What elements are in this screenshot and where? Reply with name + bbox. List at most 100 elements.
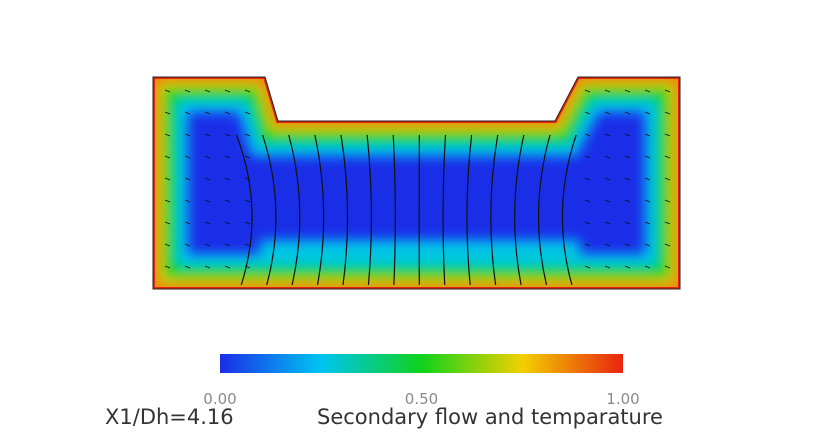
flow-vector: [184, 111, 191, 115]
flow-vector: [224, 177, 231, 181]
flow-vector: [244, 177, 251, 181]
colorbar-tick-label: 1.00: [606, 390, 639, 408]
flow-vector: [604, 265, 611, 269]
flow-vector: [624, 199, 631, 203]
flow-vector: [561, 134, 577, 286]
flow-vector: [624, 89, 631, 93]
flow-vector: [184, 265, 191, 269]
flow-vectors: [164, 89, 671, 286]
flow-vector: [184, 155, 191, 159]
colorbar: [220, 354, 623, 373]
title: Secondary flow and temparature: [317, 405, 663, 429]
flow-vector: [224, 133, 231, 137]
flow-vector: [664, 89, 671, 93]
flow-vector: [164, 199, 171, 203]
flow-vector: [624, 221, 631, 225]
flow-vector: [604, 133, 611, 137]
flow-vector: [624, 243, 631, 247]
flow-vector: [244, 265, 251, 269]
flow-vector: [584, 89, 591, 93]
flow-vector: [184, 177, 191, 181]
flow-vector: [204, 133, 211, 137]
flow-vector: [244, 89, 251, 93]
flow-vector: [664, 199, 671, 203]
flow-vector: [184, 243, 191, 247]
flow-vector: [244, 133, 251, 137]
flow-vector: [224, 265, 231, 269]
flow-vector: [604, 89, 611, 93]
flow-vector: [604, 155, 611, 159]
flow-vector: [584, 199, 591, 203]
flow-vector: [244, 199, 251, 203]
annotation: X1/Dh=4.16: [105, 405, 234, 429]
flow-vector: [204, 265, 211, 269]
flow-vector: [164, 155, 171, 159]
flow-vector: [204, 177, 211, 181]
flow-vector: [164, 111, 171, 115]
flow-vector: [664, 133, 671, 137]
flow-vector: [164, 89, 171, 93]
flow-vector: [392, 134, 396, 286]
temperature-field: [153, 77, 680, 289]
flow-vector: [537, 134, 551, 286]
flow-vector: [204, 89, 211, 93]
flow-vector: [204, 155, 211, 159]
flow-vector: [514, 134, 525, 286]
flow-vector: [644, 243, 651, 247]
flow-vector: [366, 134, 373, 286]
flow-vector: [184, 199, 191, 203]
flow-vector: [644, 221, 651, 225]
flow-vector: [664, 221, 671, 225]
flow-vector: [164, 265, 171, 269]
flow-vector: [664, 177, 671, 181]
flow-vector: [314, 134, 325, 286]
flow-vector: [624, 155, 631, 159]
flow-vector: [604, 243, 611, 247]
flow-vector: [224, 221, 231, 225]
flow-vector: [490, 134, 499, 286]
flow-vector: [224, 199, 231, 203]
field-band: [260, 240, 580, 252]
flow-vector: [604, 177, 611, 181]
flow-vector: [584, 155, 591, 159]
flow-vector: [235, 134, 253, 286]
flow-vector: [224, 89, 231, 93]
flow-vector: [466, 134, 473, 286]
flow-vector: [644, 133, 651, 137]
flow-vector: [204, 199, 211, 203]
flow-vector: [584, 177, 591, 181]
flow-vector: [164, 177, 171, 181]
flow-vector: [288, 134, 301, 286]
flow-vector: [644, 89, 651, 93]
flow-vector: [584, 265, 591, 269]
duct-outline: [152, 76, 681, 290]
flow-vector: [244, 111, 251, 115]
flow-vector: [644, 155, 651, 159]
colorbar-tick-label: 0.00: [203, 390, 236, 408]
flow-vector: [584, 133, 591, 137]
flow-vector: [624, 177, 631, 181]
flow-vector: [664, 111, 671, 115]
flow-vector: [262, 134, 277, 286]
flow-vector: [604, 221, 611, 225]
flow-vector: [644, 177, 651, 181]
flow-vector: [624, 133, 631, 137]
flow-vector: [584, 111, 591, 115]
flow-vector: [204, 243, 211, 247]
flow-vector: [644, 199, 651, 203]
flow-vector: [584, 221, 591, 225]
flow-vector: [442, 134, 447, 286]
flow-vector: [664, 243, 671, 247]
flow-vector: [604, 111, 611, 115]
flow-vector: [164, 221, 171, 225]
flow-vector: [204, 221, 211, 225]
flow-vector: [644, 111, 651, 115]
flow-vector: [244, 243, 251, 247]
flow-vector: [664, 265, 671, 269]
flow-vector: [340, 134, 349, 286]
colorbar-tick-label: 0.50: [405, 390, 438, 408]
flow-vector: [224, 243, 231, 247]
flow-vector: [204, 111, 211, 115]
flow-vector: [244, 155, 251, 159]
